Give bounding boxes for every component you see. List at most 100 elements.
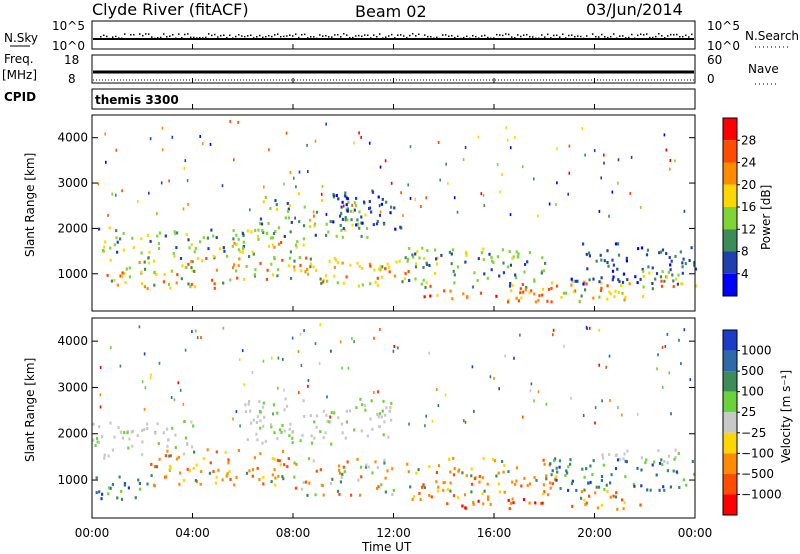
heatmap-cell [202, 457, 205, 461]
heatmap-cell [414, 252, 417, 256]
colorbar-segment [723, 330, 737, 351]
heatmap-cell [330, 349, 332, 353]
power-colorbar: 28 24 20 16 12 8 4 Power [dB] [722, 117, 773, 297]
heatmap-cell [298, 391, 300, 395]
heatmap-cell [127, 446, 130, 450]
heatmap-cell [341, 217, 344, 221]
heatmap-cell [290, 220, 293, 224]
heatmap-cell [190, 266, 193, 270]
heatmap-cell [201, 142, 204, 146]
heatmap-cell [407, 270, 410, 273]
heatmap-cell [464, 250, 467, 254]
heatmap-cell [274, 199, 277, 203]
heatmap-cell [321, 184, 324, 188]
heatmap-cell [254, 268, 257, 272]
heatmap-cell [390, 181, 393, 185]
heatmap-cell [121, 189, 123, 193]
heatmap-cell [105, 160, 107, 164]
heatmap-cell [669, 263, 672, 267]
heatmap-cell [98, 425, 101, 429]
heatmap-cell [274, 483, 277, 487]
heatmap-cell [572, 290, 575, 294]
heatmap-cell [636, 466, 639, 470]
heatmap-cell [115, 229, 118, 233]
heatmap-cell [307, 170, 309, 173]
heatmap-cell [378, 412, 381, 416]
heatmap-cell [116, 496, 119, 500]
heatmap-cell [232, 237, 235, 241]
heatmap-cell [371, 427, 374, 431]
heatmap-cell [610, 473, 613, 477]
heatmap-cell [644, 461, 647, 465]
heatmap-cell [349, 263, 352, 267]
heatmap-cell [391, 467, 394, 471]
freq-label: Freq. [4, 52, 34, 66]
heatmap-cell [366, 235, 369, 239]
heatmap-cell [368, 262, 371, 266]
heatmap-cell [541, 501, 544, 505]
heatmap-cell [694, 267, 698, 271]
heatmap-cell [122, 232, 125, 235]
heatmap-cell [319, 468, 322, 472]
heatmap-cell [199, 482, 202, 486]
heatmap-cell [548, 202, 551, 206]
heatmap-cell [571, 279, 574, 283]
heatmap-cell [193, 450, 196, 454]
heatmap-cell [251, 250, 254, 254]
heatmap-cell [189, 285, 192, 289]
heatmap-cell [343, 194, 347, 198]
heatmap-cell [302, 399, 305, 403]
heatmap-cell [157, 442, 160, 446]
heatmap-cell [589, 480, 592, 484]
heatmap-cell [608, 453, 611, 457]
heatmap-cell [281, 423, 284, 427]
heatmap-cell [121, 436, 124, 440]
heatmap-cell [452, 473, 456, 477]
cpid-panel: CPID themis 3300 [4, 88, 696, 110]
heatmap-cell [645, 253, 649, 257]
heatmap-cell [325, 212, 328, 216]
heatmap-cell [409, 196, 412, 200]
heatmap-cell [341, 200, 344, 204]
heatmap-cell [513, 356, 515, 360]
heatmap-cell [361, 283, 364, 287]
heatmap-cell [117, 426, 120, 430]
heatmap-cell [414, 277, 417, 281]
heatmap-cell [507, 498, 510, 502]
heatmap-cell [580, 294, 583, 298]
heatmap-cell [339, 340, 342, 344]
heatmap-cell [174, 232, 177, 236]
heatmap-cell [368, 200, 371, 203]
heatmap-cell [309, 414, 312, 417]
heatmap-cell [545, 402, 548, 406]
heatmap-cell [659, 275, 662, 279]
heatmap-cell [378, 213, 382, 217]
heatmap-cell [188, 246, 191, 250]
heatmap-cell [173, 254, 176, 258]
heatmap-cell [130, 430, 133, 434]
heatmap-cell [237, 120, 239, 124]
heatmap-cell [377, 415, 380, 419]
heatmap-cell [414, 265, 418, 269]
heatmap-cell [683, 328, 686, 332]
heatmap-cell [268, 148, 270, 152]
heatmap-cell [293, 475, 296, 479]
heatmap-cell [520, 296, 523, 300]
heatmap-cell [236, 276, 239, 280]
heatmap-cell [682, 478, 685, 482]
heatmap-cell [406, 462, 409, 466]
power-colorbar-label: Power [dB] [759, 185, 773, 250]
heatmap-cell [617, 406, 619, 410]
heatmap-cell [193, 250, 196, 254]
heatmap-cell [664, 345, 667, 348]
heatmap-cell [537, 298, 540, 302]
heatmap-cell [361, 266, 364, 270]
heatmap-cell [428, 493, 431, 497]
heatmap-cell [464, 420, 467, 424]
heatmap-cell [124, 281, 127, 284]
heatmap-cell [235, 233, 238, 237]
heatmap-cell [581, 127, 584, 131]
heatmap-cell [624, 295, 627, 299]
heatmap-cell [449, 489, 452, 493]
heatmap-cell [235, 269, 238, 273]
